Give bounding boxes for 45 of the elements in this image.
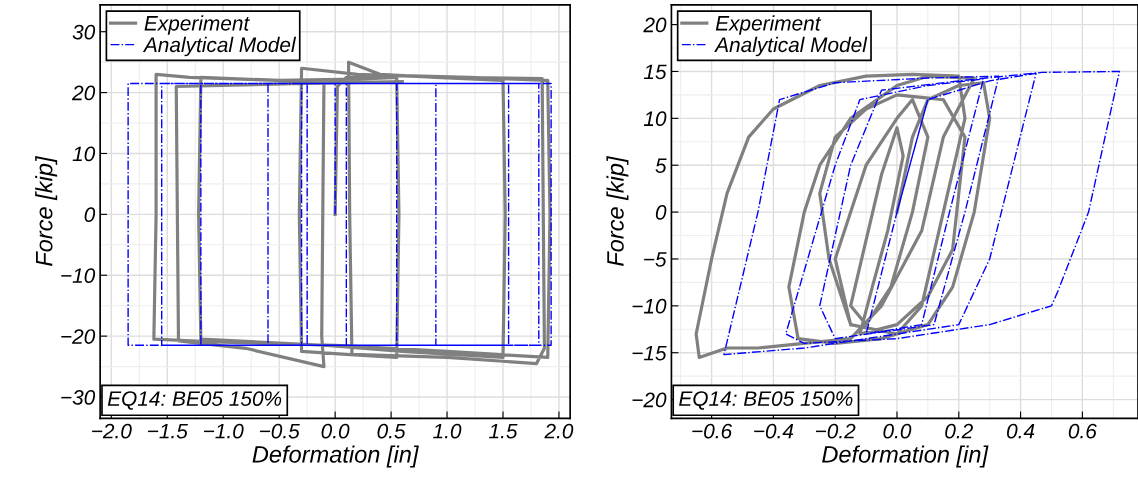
legend-label: Experiment	[715, 15, 822, 35]
x-tick-label: −0.6	[692, 423, 733, 439]
line-series	[152, 60, 552, 369]
y-tick-label: 0	[655, 205, 667, 220]
x-tick-label: 2.0	[544, 423, 574, 439]
x-tick-label: −2.0	[92, 423, 132, 439]
y-tick-label: −30	[61, 390, 96, 405]
y-tick-label: 20	[643, 17, 667, 33]
x-tick-label: −0.2	[815, 423, 856, 439]
y-tick-label: 10	[72, 146, 96, 162]
x-tick-label: −0.4	[754, 423, 794, 439]
y-tick-label: −5	[644, 252, 667, 267]
y-tick-label: −20	[632, 392, 667, 408]
x-tick-label: −1.5	[148, 423, 188, 439]
y-tick-label: −10	[61, 268, 96, 283]
legend-label: Experiment	[144, 15, 250, 35]
y-tick-label: 20	[71, 85, 96, 101]
x-tick-label: 0.0	[321, 423, 350, 439]
x-tick-label: 0.6	[1068, 423, 1097, 439]
legend-label: Analytical Model	[714, 36, 868, 57]
y-tick-label: 5	[655, 158, 667, 173]
y-tick-label: −20	[61, 329, 96, 344]
x-tick-label: 1.0	[433, 423, 462, 439]
y-axis-title: Force [kip]	[35, 156, 58, 266]
x-tick-label: −0.5	[259, 423, 300, 439]
y-tick-label: −15	[632, 345, 667, 361]
y-tick-label: 10	[643, 111, 667, 127]
x-tick-label: 1.5	[489, 423, 518, 439]
annotation: EQ14: BE05 150%	[107, 391, 282, 410]
line-series	[723, 70, 1121, 356]
x-axis-title: Deformation [in]	[822, 445, 989, 468]
x-tick-label: 0.4	[1007, 423, 1035, 439]
x-tick-label: 0.0	[883, 423, 912, 439]
annotation: EQ14: BE05 150%	[679, 391, 853, 410]
x-tick-label: −1.0	[204, 423, 244, 439]
y-tick-label: 30	[72, 24, 96, 40]
x-tick-label: 0.5	[377, 423, 406, 439]
legend-label: Analytical Model	[142, 36, 297, 57]
y-tick-label: 15	[643, 64, 667, 80]
line-series	[694, 72, 992, 359]
x-axis-title: Deformation [in]	[252, 445, 419, 468]
y-tick-label: −10	[632, 298, 667, 314]
x-tick-label: 0.2	[945, 423, 973, 439]
y-tick-label: 0	[84, 207, 96, 223]
y-axis-title: Force [kip]	[606, 156, 629, 266]
